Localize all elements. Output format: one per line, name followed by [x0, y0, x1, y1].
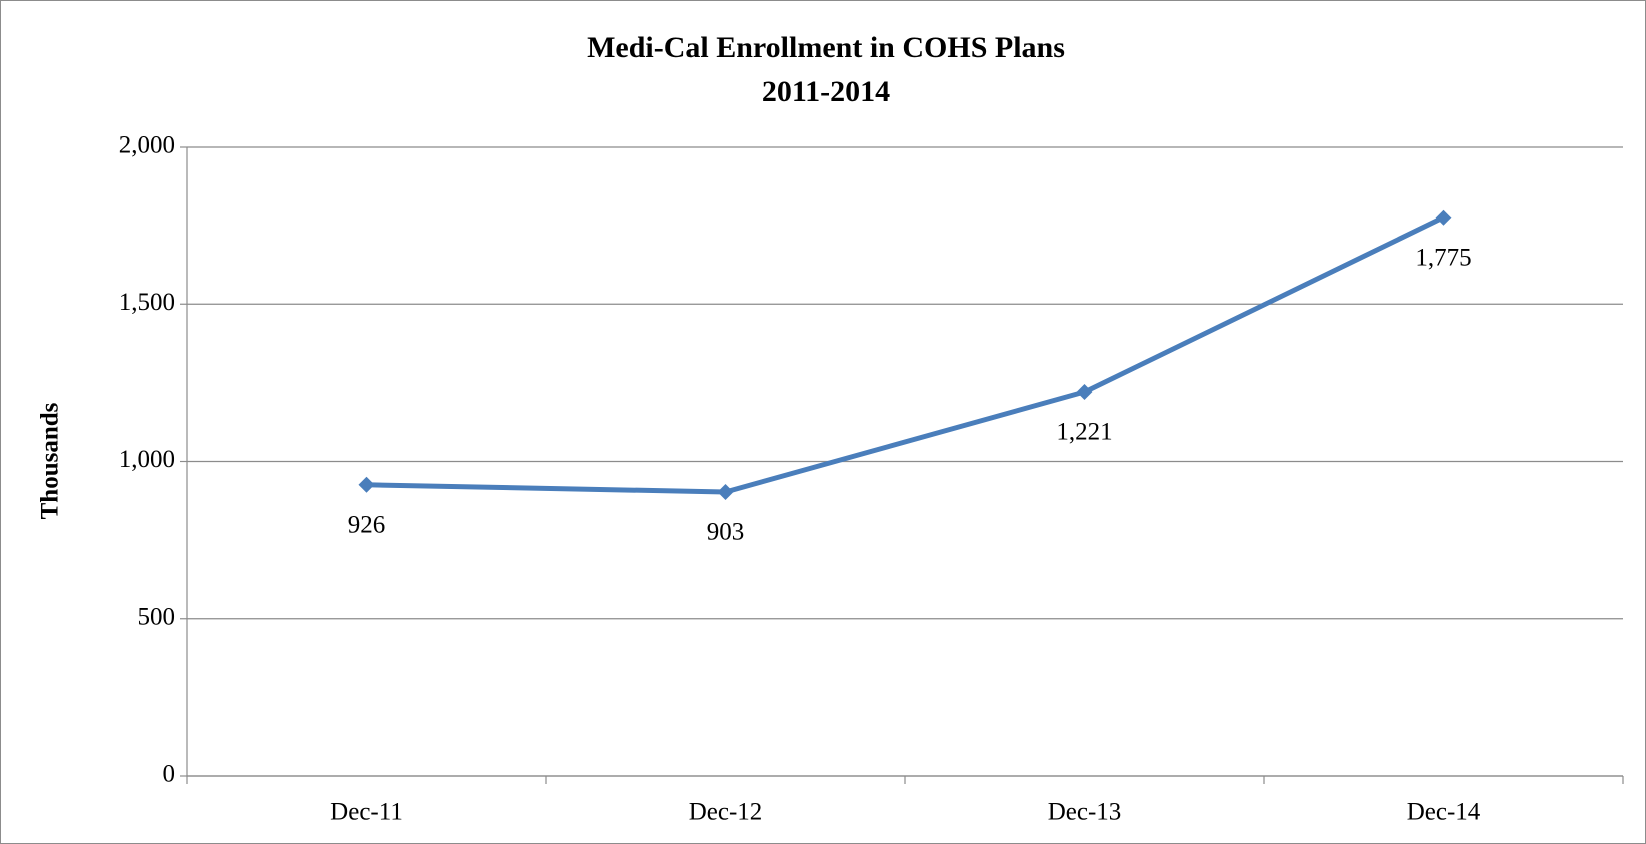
chart-title: Medi-Cal Enrollment in COHS Plans: [587, 31, 1065, 64]
data-label: 1,221: [1056, 419, 1112, 446]
x-tick-label: Dec-12: [689, 799, 763, 826]
y-tick-label: 1,500: [119, 289, 175, 316]
x-tick-label: Dec-13: [1048, 799, 1122, 826]
data-point: [358, 476, 375, 493]
data-point: [1076, 383, 1093, 400]
data-label: 903: [707, 519, 745, 546]
y-tick-label: 500: [138, 603, 176, 630]
y-axis-label: Thousands: [37, 402, 64, 519]
data-label: 1,775: [1415, 244, 1471, 271]
y-tick-label: 2,000: [119, 132, 175, 159]
y-tick-label: 0: [163, 761, 176, 788]
y-tick-label: 1,000: [119, 446, 175, 473]
data-point: [717, 484, 734, 501]
data-label: 926: [348, 512, 386, 539]
data-point: [1435, 209, 1452, 226]
data-line: [366, 215, 1445, 495]
x-tick-label: Dec-14: [1407, 799, 1481, 826]
x-tick-label: Dec-11: [330, 799, 403, 826]
chart-subtitle: 2011-2014: [762, 75, 890, 108]
